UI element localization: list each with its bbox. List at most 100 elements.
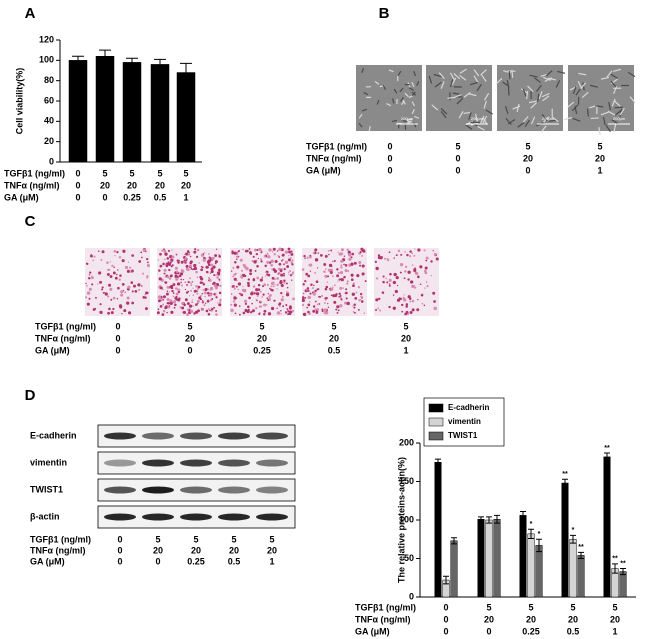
stain <box>107 311 110 315</box>
stain <box>271 268 274 271</box>
stain <box>280 283 284 288</box>
y-tick-label: 40 <box>44 116 54 126</box>
stain <box>263 283 267 287</box>
stain <box>88 274 91 276</box>
cell <box>530 116 536 125</box>
stain <box>355 291 358 294</box>
stain <box>202 253 205 255</box>
cell <box>393 88 398 94</box>
stain <box>266 260 270 264</box>
stain <box>281 295 284 298</box>
stain <box>176 282 181 286</box>
error-bar <box>443 575 449 585</box>
stain <box>424 266 428 270</box>
stain <box>91 276 94 280</box>
stain <box>242 248 244 251</box>
stain <box>353 306 356 309</box>
legend-swatch <box>428 417 444 427</box>
cell <box>464 124 473 130</box>
stain <box>248 248 251 250</box>
stain <box>356 273 360 278</box>
stain <box>280 298 284 302</box>
stain <box>399 271 402 274</box>
stain <box>270 263 273 267</box>
cell <box>512 105 521 110</box>
cell <box>545 70 553 77</box>
cell <box>610 80 617 88</box>
stain <box>257 288 261 291</box>
stain <box>142 248 146 252</box>
micrograph: 200μm <box>426 65 493 131</box>
treatment-value: 20 <box>595 153 605 163</box>
y-tick-label: 80 <box>44 75 54 85</box>
stain <box>264 264 267 268</box>
stain <box>350 262 354 266</box>
treatment-value: 20 <box>568 614 578 624</box>
stain <box>180 278 183 281</box>
stain <box>190 290 192 292</box>
stain <box>231 285 234 288</box>
y-tick-label: 120 <box>39 34 54 44</box>
stain <box>208 253 210 255</box>
micrograph: 200μm <box>495 65 566 133</box>
stain <box>346 248 350 252</box>
cell <box>463 91 471 98</box>
stain <box>146 264 150 268</box>
stain <box>215 310 218 312</box>
stain <box>338 252 342 256</box>
treatment-label: TNFα (ng/ml) <box>35 333 91 343</box>
stain <box>131 269 134 273</box>
stain <box>205 309 209 313</box>
treatment-value: 5 <box>525 141 530 151</box>
stain <box>239 292 241 295</box>
cell <box>483 100 487 109</box>
stain <box>195 303 198 306</box>
stain <box>382 280 385 284</box>
stain <box>131 290 134 293</box>
treatment-value: 5 <box>269 534 274 544</box>
cell <box>613 100 621 107</box>
stain <box>401 310 404 313</box>
stain <box>277 255 280 258</box>
stain <box>170 260 172 262</box>
stain <box>256 294 259 297</box>
treatment-value: 0 <box>115 321 120 331</box>
stain <box>426 284 429 288</box>
cell <box>542 95 550 102</box>
stain <box>213 274 216 277</box>
stain <box>392 306 396 310</box>
stain <box>324 274 328 278</box>
stain <box>233 296 237 300</box>
stain <box>267 273 271 277</box>
stain <box>239 258 243 262</box>
stain <box>425 259 428 262</box>
stain <box>302 312 307 317</box>
cell <box>433 73 442 78</box>
stain <box>233 251 237 255</box>
stain <box>181 301 184 305</box>
stain <box>393 272 397 277</box>
stain <box>338 296 340 298</box>
stain <box>164 258 166 261</box>
stain <box>202 299 204 302</box>
stain <box>126 296 130 300</box>
image-bg <box>302 248 367 316</box>
stain <box>287 258 291 262</box>
stain <box>346 280 349 283</box>
treatment-value: 5 <box>231 534 236 544</box>
stain <box>200 268 204 272</box>
y-tick-label: 50 <box>404 553 414 563</box>
treatment-value: 0.25 <box>522 626 540 636</box>
stain <box>235 258 238 260</box>
stain <box>122 249 126 253</box>
stain <box>120 293 124 297</box>
stain <box>324 254 328 258</box>
stain <box>166 290 169 292</box>
stain <box>168 291 170 293</box>
stain <box>260 251 263 254</box>
stain <box>130 281 134 284</box>
stain <box>309 270 312 272</box>
cell <box>411 101 416 107</box>
y-axis-label: Cell viability(%) <box>14 68 24 135</box>
stain <box>379 309 382 312</box>
